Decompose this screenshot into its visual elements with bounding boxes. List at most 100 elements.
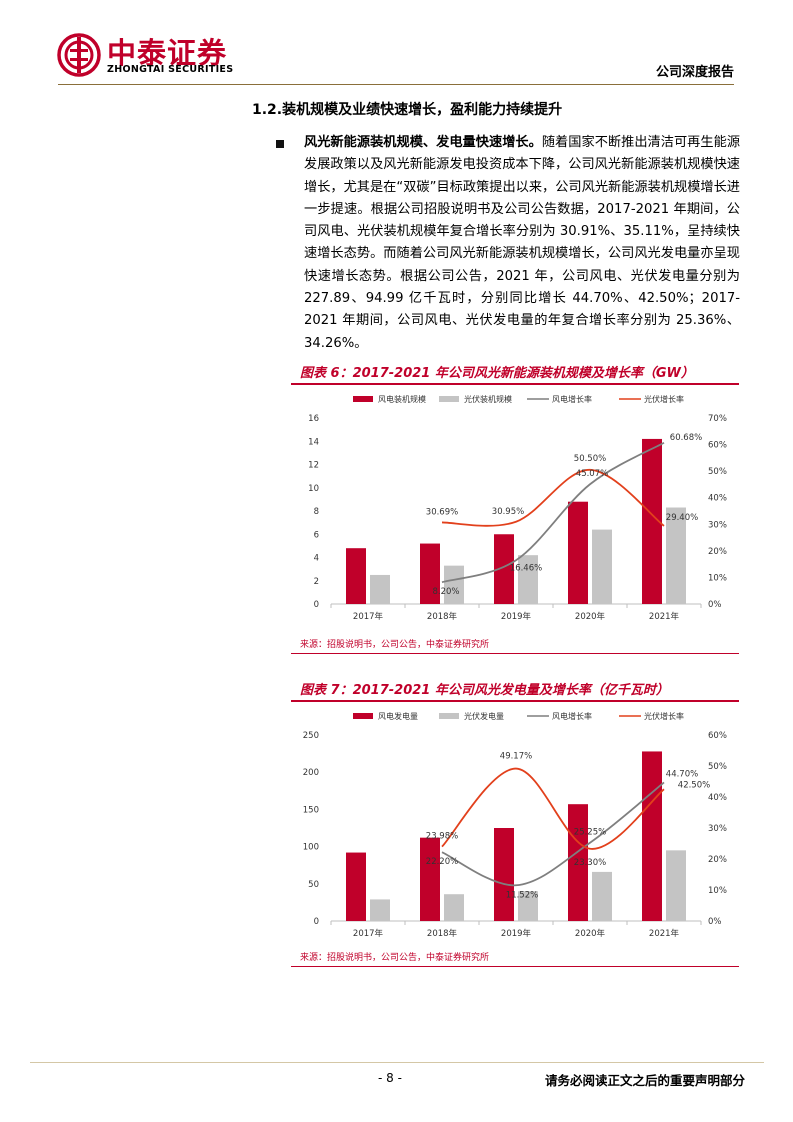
fig6-y2-tick-label: 40% <box>708 494 727 504</box>
fig7-legend-label: 光伏增长率 <box>644 711 684 721</box>
company-logo-icon <box>57 33 101 77</box>
fig6-x-tick-label: 2018年 <box>427 611 458 622</box>
fig6-legend-swatch <box>439 396 459 402</box>
paragraph-body: 随着国家不断推出清洁可再生能源发展政策以及风光新能源发电投资成本下降，公司风光新… <box>304 135 741 351</box>
fig6-y-tick-label: 6 <box>314 530 319 540</box>
fig6-y-tick-label: 4 <box>314 554 319 564</box>
fig6-y2-tick-label: 10% <box>708 573 727 583</box>
fig6-legend-label: 风电装机规模 <box>378 394 426 404</box>
fig6-legend-label: 光伏装机规模 <box>464 394 512 404</box>
fig7-y-tick-label: 150 <box>303 805 319 815</box>
fig7-y-tick-label: 50 <box>308 880 319 890</box>
fig7-y2-tick-label: 30% <box>708 824 727 834</box>
fig7-y2-tick-label: 10% <box>708 886 727 896</box>
fig7-x-tick-label: 2019年 <box>501 928 532 939</box>
fig7-data-label: 44.70% <box>666 769 698 779</box>
fig6-bar <box>518 555 538 604</box>
fig7-line <box>441 781 665 887</box>
figure-7-svg: 风电发电量 光伏发电量 风电增长率 光伏增长率 0 50 100 150 200 250 0% 10%… <box>303 711 727 939</box>
figure-6-chart: 风电装机规模 光伏装机规模 风电增长率 光伏增长率 0 2 4 6 8 10 12 14 16 0% 10%… <box>291 386 739 626</box>
fig7-legend-swatch <box>439 713 459 719</box>
fig6-legend-swatch <box>353 396 373 402</box>
fig7-bar <box>666 850 686 921</box>
fig7-y2-tick-label: 50% <box>708 762 727 772</box>
fig7-y-tick-label: 100 <box>303 843 319 853</box>
fig6-y-tick-label: 10 <box>308 484 319 494</box>
fig6-legend-item: 光伏增长率 <box>619 394 684 404</box>
fig7-legend-item: 风电发电量 <box>353 711 418 721</box>
fig7-bar <box>420 837 440 921</box>
fig7-bar <box>642 751 662 921</box>
fig7-y-tick-label: 200 <box>303 768 319 778</box>
fig7-y2-tick-label: 60% <box>708 731 727 741</box>
fig6-bar <box>444 565 464 604</box>
figure-6-source: 来源：招股说明书，公司公告，中泰证券研究所 <box>300 640 490 650</box>
fig7-legend-label: 光伏发电量 <box>464 711 504 721</box>
fig6-data-label: 29.40% <box>666 513 698 523</box>
fig6-y2-tick-label: 70% <box>708 414 727 424</box>
fig7-y2-tick-label: 0% <box>708 917 722 927</box>
fig7-data-label: 23.30% <box>574 858 606 868</box>
fig6-bar <box>592 529 612 604</box>
fig7-legend-item: 风电增长率 <box>527 711 592 721</box>
fig7-legend-swatch <box>353 713 373 719</box>
fig7-legend-label: 风电发电量 <box>378 711 418 721</box>
footer-divider <box>30 1062 764 1063</box>
fig7-data-label: 42.50% <box>678 780 710 790</box>
fig7-bar <box>592 871 612 921</box>
fig7-y2-tick-label: 40% <box>708 793 727 803</box>
figure-7-chart: 风电发电量 光伏发电量 风电增长率 光伏增长率 0 50 100 150 200 250 0% 10%… <box>291 703 739 943</box>
fig6-x-tick-label: 2021年 <box>649 611 680 622</box>
fig6-y-tick-label: 14 <box>308 437 319 447</box>
fig6-x-tick-label: 2017年 <box>353 611 384 622</box>
fig6-data-label: 8.20% <box>432 587 459 597</box>
fig6-x-tick-label: 2020年 <box>575 611 606 622</box>
fig7-y-tick-label: 250 <box>303 731 319 741</box>
fig6-y-tick-label: 12 <box>308 461 319 471</box>
figure-6-top-rule <box>291 383 739 385</box>
fig6-data-label: 16.46% <box>510 563 542 573</box>
fig7-data-label: 25.25% <box>574 828 606 838</box>
fig6-y2-tick-label: 20% <box>708 547 727 557</box>
footer-disclaimer: 请务必阅读正文之后的重要声明部分 <box>544 1073 745 1088</box>
fig7-legend-label: 风电增长率 <box>552 711 592 721</box>
fig6-y2-tick-label: 30% <box>708 520 727 530</box>
fig6-y-tick-label: 0 <box>314 600 319 610</box>
fig6-bar <box>666 507 686 604</box>
fig7-bar <box>444 894 464 921</box>
fig7-bar <box>494 828 514 921</box>
fig6-bar <box>370 574 390 604</box>
logo-text-en: ZHONGTAI SECURITIES <box>107 64 234 75</box>
bullet-square-icon <box>276 140 284 148</box>
fig6-legend-item: 风电装机规模 <box>353 394 426 404</box>
page-number: - 8 - <box>378 1071 402 1085</box>
header-divider <box>58 84 734 85</box>
fig7-x-tick-label: 2021年 <box>649 928 680 939</box>
fig6-legend-label: 风电增长率 <box>552 394 592 404</box>
fig6-y2-tick-label: 50% <box>708 467 727 477</box>
fig7-data-label: 11.52% <box>506 890 538 900</box>
fig7-data-label: 23.98% <box>426 832 458 842</box>
figure-6-title: 图表 6：2017-2021 年公司风光新能源装机规模及增长率（GW） <box>300 366 694 381</box>
fig6-bar <box>420 543 440 604</box>
report-type-label: 公司深度报告 <box>655 65 734 80</box>
fig7-x-tick-label: 2018年 <box>427 928 458 939</box>
fig6-data-label: 30.95% <box>492 507 524 517</box>
figure-6-bottom-rule <box>291 653 739 654</box>
fig6-bar <box>568 501 588 604</box>
fig7-y-tick-label: 0 <box>314 917 319 927</box>
fig7-bar <box>518 891 538 921</box>
fig7-x-tick-label: 2020年 <box>575 928 606 939</box>
fig6-bar <box>346 548 366 604</box>
fig6-data-label: 45.07% <box>576 469 608 479</box>
body-paragraph: 风光新能源装机规模、发电量快速增长。随着国家不断推出清洁可再生能源发展政策以及风… <box>304 132 740 355</box>
section-heading: 1.2.装机规模及业绩快速增长，盈利能力持续提升 <box>252 102 563 118</box>
paragraph-lead: 风光新能源装机规模、发电量快速增长。 <box>304 135 542 150</box>
fig6-y2-tick-label: 0% <box>708 600 722 610</box>
fig6-line <box>441 441 665 584</box>
fig6-data-label: 50.50% <box>574 454 606 464</box>
fig6-data-label: 60.68% <box>670 433 702 443</box>
fig7-bar <box>568 804 588 921</box>
fig6-y-tick-label: 16 <box>308 414 319 424</box>
fig6-legend-item: 风电增长率 <box>527 394 592 404</box>
